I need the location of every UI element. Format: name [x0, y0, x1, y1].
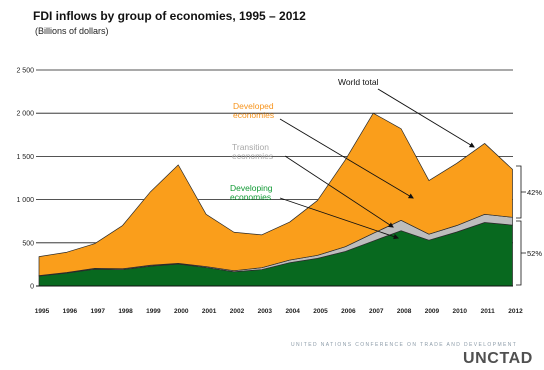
- x-tick-label: 1996: [63, 308, 78, 315]
- x-tick-label: 1998: [118, 308, 133, 315]
- developing-economies-label: Developing economies: [230, 183, 273, 202]
- x-tick-label: 2004: [285, 308, 300, 315]
- x-tick-label: 2005: [313, 308, 328, 315]
- y-tick-label: 1 000: [16, 197, 34, 204]
- x-tick-label: 2007: [369, 308, 384, 315]
- x-tick-label: 2011: [481, 308, 495, 315]
- x-tick-label: 2000: [174, 308, 189, 315]
- axis-tick-labels: 0 500 1 000 1 500 2 000 2 500 1995 1996 1997 1998…: [16, 68, 523, 316]
- x-tick-label: 2006: [341, 308, 356, 315]
- x-tick-label: 2009: [425, 308, 440, 315]
- x-tick-label: 2010: [453, 308, 468, 315]
- x-tick-label: 1997: [90, 308, 105, 315]
- x-tick-label: 1999: [146, 308, 161, 315]
- developed-economies-label: Developed economies: [233, 101, 275, 120]
- transition-economies-label: Transition economies: [232, 142, 274, 161]
- y-tick-label: 500: [22, 240, 34, 247]
- footer-organization-name: UNITED NATIONS CONFERENCE ON TRADE AND D…: [291, 342, 518, 348]
- share-brackets: [516, 165, 526, 286]
- unctad-logo: UNCTAD: [463, 350, 533, 367]
- developing-economies-arrow: [279, 197, 400, 240]
- area-developed-economies: [38, 112, 513, 276]
- x-tick-label: 2001: [202, 308, 217, 315]
- y-tick-label: 0: [30, 284, 34, 291]
- y-tick-label: 2 500: [16, 68, 34, 75]
- annotation-arrows: [279, 88, 475, 240]
- developing-share-bracket: [516, 220, 526, 286]
- y-tick-label: 1 500: [16, 154, 34, 161]
- chart-subtitle: (Billions of dollars): [35, 26, 109, 36]
- x-tick-label: 2008: [397, 308, 412, 315]
- x-tick-label: 2003: [258, 308, 273, 315]
- chart-title: FDI inflows by group of economies, 1995 …: [33, 9, 306, 23]
- x-tick-label: 2002: [230, 308, 245, 315]
- developed-economies-arrow: [279, 118, 414, 199]
- developing-share-label: 52%: [527, 249, 543, 258]
- developed-share-label: 42%: [527, 188, 543, 197]
- transition-economies-arrow: [284, 155, 394, 228]
- developed-share-bracket: [516, 165, 526, 219]
- world-total-arrow: [377, 88, 475, 148]
- y-tick-label: 2 000: [16, 111, 34, 118]
- x-tick-label: 1995: [35, 308, 50, 315]
- world-total-label: World total: [338, 77, 379, 87]
- x-tick-label: 2012: [508, 308, 523, 315]
